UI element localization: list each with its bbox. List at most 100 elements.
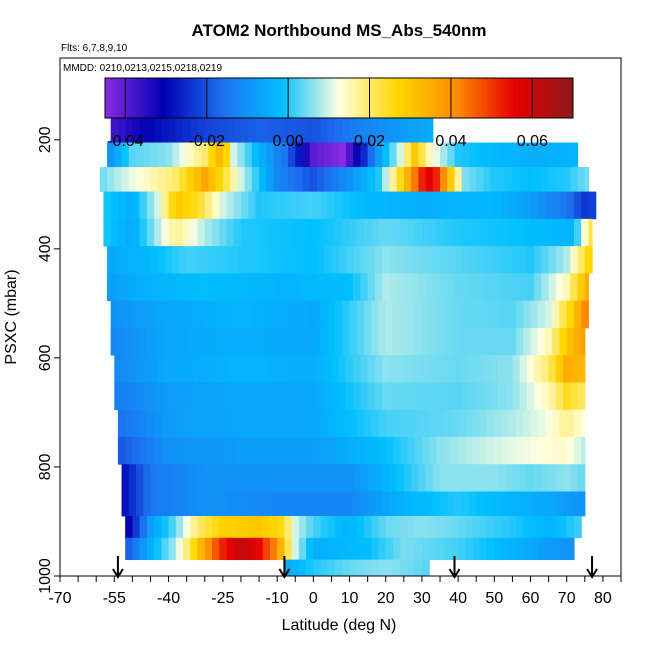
heatmap-cell <box>219 218 228 247</box>
heatmap-cell <box>204 300 213 329</box>
heatmap-cell <box>291 516 300 539</box>
heatmap-cell <box>306 327 314 356</box>
heatmap-cell <box>302 246 311 274</box>
heatmap-cell <box>349 537 358 561</box>
heatmap-cell <box>251 167 260 192</box>
heatmap-cell <box>335 559 343 576</box>
heatmap-cell <box>157 246 166 274</box>
heatmap-cell <box>143 142 152 168</box>
chart-title: ATOM2 Northbound MS_Abs_540nm <box>191 21 486 40</box>
heatmap-cell <box>436 436 445 465</box>
heatmap-cell <box>483 142 492 168</box>
heatmap-cell <box>230 246 238 274</box>
heatmap-cell <box>385 300 394 329</box>
heatmap-cell <box>490 382 499 411</box>
heatmap-cell <box>316 246 325 274</box>
heatmap-cell <box>584 246 593 274</box>
heatmap-cell <box>161 327 170 356</box>
heatmap-cell <box>541 142 550 168</box>
heatmap-cell <box>396 246 405 274</box>
heatmap-cell <box>186 491 195 517</box>
heatmap-cell <box>389 246 398 274</box>
heatmap-cell <box>407 436 416 465</box>
heatmap-cell <box>186 382 195 411</box>
heatmap-cell <box>190 117 199 143</box>
heatmap-cell <box>425 167 434 192</box>
heatmap-cell <box>219 409 228 438</box>
heatmap-cell <box>461 273 470 302</box>
heatmap-cell <box>280 273 289 302</box>
heatmap-cell <box>248 409 257 438</box>
heatmap-cell <box>298 516 307 539</box>
heatmap-cell <box>291 436 300 465</box>
heatmap-cell <box>483 167 492 192</box>
heatmap-cell <box>374 464 383 492</box>
heatmap-cell <box>320 218 329 247</box>
heatmap-cell <box>222 491 231 517</box>
heatmap-cell <box>168 218 177 247</box>
heatmap-cell <box>222 273 231 302</box>
heatmap-cell <box>371 436 380 465</box>
heatmap-cell <box>190 436 199 465</box>
heatmap-cell <box>450 300 459 329</box>
heatmap-cell <box>212 409 220 438</box>
heatmap-cell <box>418 382 427 411</box>
heatmap-cell <box>353 167 362 192</box>
heatmap-cell <box>128 355 137 383</box>
heatmap-cell <box>146 409 155 438</box>
heatmap-cell <box>197 436 206 465</box>
heatmap-cell <box>570 355 579 383</box>
heatmap-cell <box>139 537 148 561</box>
heatmap-cell <box>277 300 285 329</box>
heatmap-cell <box>175 436 184 465</box>
heatmap-cell <box>327 327 336 356</box>
heatmap-cell <box>154 191 162 220</box>
heatmap-cell <box>168 516 177 539</box>
heatmap-cell <box>497 167 506 192</box>
heatmap-cell <box>342 516 351 539</box>
x-tick-label: 60 <box>522 590 540 607</box>
heatmap-cell <box>563 142 571 168</box>
heatmap-cell <box>508 537 517 561</box>
heatmap-cell <box>392 327 401 356</box>
heatmap-cell <box>516 300 524 329</box>
heatmap-cell <box>117 409 126 438</box>
heatmap-cell <box>436 516 445 539</box>
heatmap-cell <box>563 464 571 492</box>
heatmap-cell <box>204 436 213 465</box>
heatmap-cell <box>222 464 231 492</box>
heatmap-cell <box>215 273 224 302</box>
heatmap-cell <box>353 246 362 274</box>
heatmap-cell <box>378 327 387 356</box>
heatmap-cell <box>432 382 441 411</box>
heatmap-cell <box>266 142 275 168</box>
heatmap-cell <box>364 559 372 576</box>
heatmap-cell <box>237 355 246 383</box>
heatmap-cell <box>440 355 448 383</box>
heatmap-cell <box>298 327 307 356</box>
heatmap-cell <box>168 436 177 465</box>
heatmap-cell <box>465 300 474 329</box>
heatmap-cell <box>244 142 253 168</box>
heatmap-cell <box>356 191 365 220</box>
heatmap-cell <box>487 327 495 356</box>
heatmap-cell <box>255 327 264 356</box>
heatmap-cell <box>233 117 242 143</box>
heatmap-cell <box>440 142 448 168</box>
heatmap-cell <box>128 491 137 517</box>
heatmap-cell <box>494 516 503 539</box>
heatmap-cell <box>407 191 416 220</box>
heatmap-cell <box>447 355 456 383</box>
heatmap-cell <box>226 409 235 438</box>
heatmap <box>99 117 597 576</box>
heatmap-cell <box>454 464 463 492</box>
heatmap-cell <box>345 246 354 274</box>
heatmap-cell <box>280 355 289 383</box>
heatmap-cell <box>559 191 568 220</box>
heatmap-cell <box>494 218 503 247</box>
heatmap-cell <box>157 491 166 517</box>
heatmap-cell <box>183 191 191 220</box>
heatmap-cell <box>356 516 365 539</box>
heatmap-cell <box>385 559 394 576</box>
heatmap-cell <box>226 537 235 561</box>
